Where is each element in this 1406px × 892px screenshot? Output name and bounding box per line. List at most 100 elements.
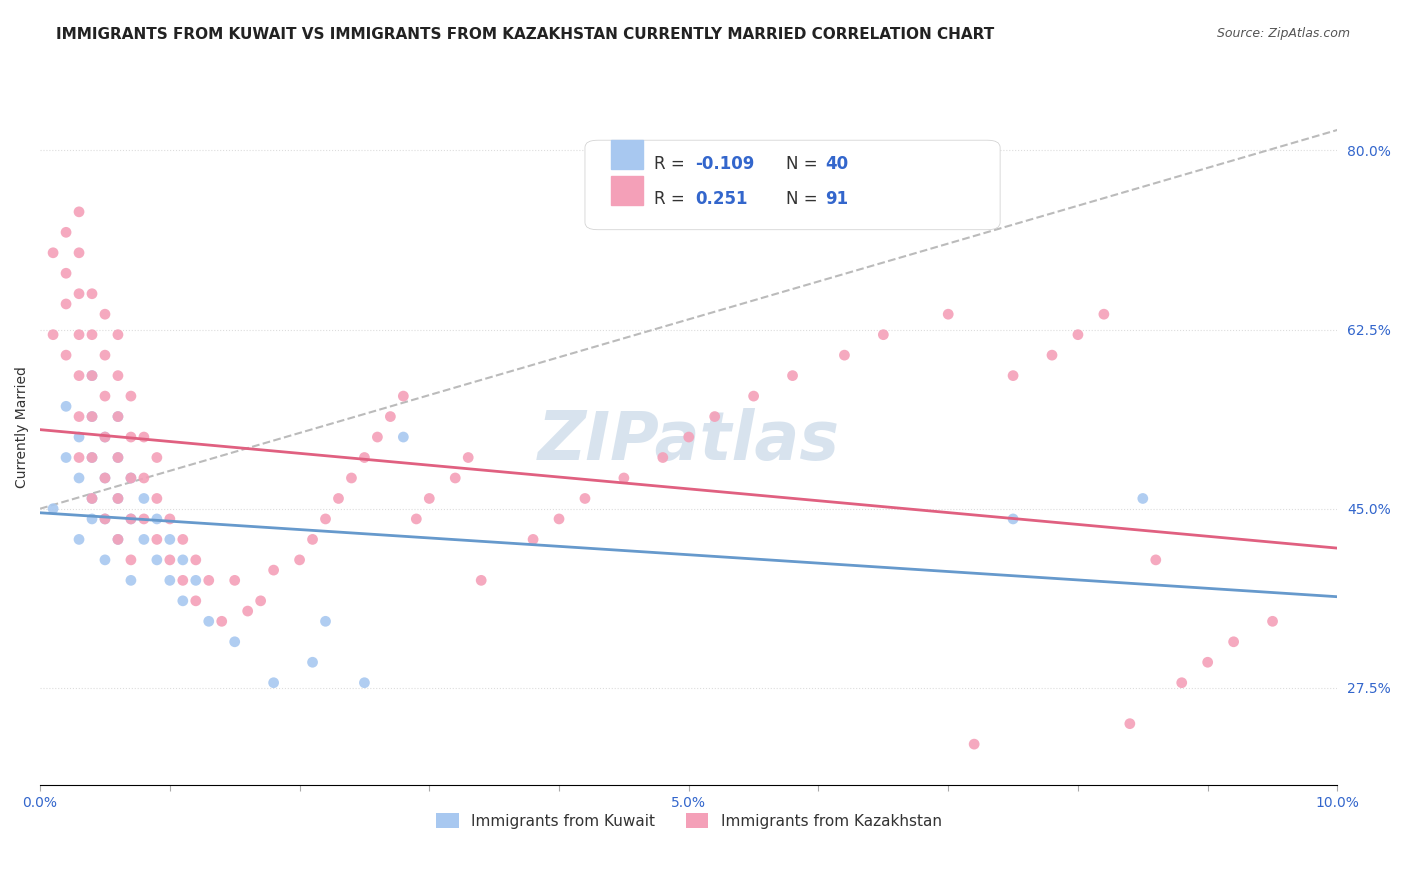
- Point: [120, 471, 142, 485]
- Point: [224, 574, 246, 588]
- Point: [146, 533, 169, 547]
- Point: [405, 512, 427, 526]
- Point: [872, 327, 894, 342]
- Point: [94, 348, 117, 362]
- Point: [120, 512, 142, 526]
- Point: [249, 594, 271, 608]
- Point: [146, 450, 169, 465]
- Point: [94, 430, 117, 444]
- Point: [120, 553, 142, 567]
- Point: [120, 389, 142, 403]
- Text: IMMIGRANTS FROM KUWAIT VS IMMIGRANTS FROM KAZAKHSTAN CURRENTLY MARRIED CORRELATI: IMMIGRANTS FROM KUWAIT VS IMMIGRANTS FRO…: [56, 27, 994, 42]
- Point: [67, 450, 90, 465]
- Point: [107, 409, 129, 424]
- Point: [159, 512, 181, 526]
- Point: [132, 430, 155, 444]
- Point: [107, 327, 129, 342]
- Point: [678, 430, 700, 444]
- Point: [380, 409, 402, 424]
- Point: [366, 430, 388, 444]
- Point: [55, 297, 77, 311]
- Point: [94, 471, 117, 485]
- Point: [197, 615, 219, 629]
- Point: [328, 491, 350, 506]
- Point: [263, 563, 285, 577]
- Y-axis label: Currently Married: Currently Married: [15, 366, 30, 488]
- Legend: Immigrants from Kuwait, Immigrants from Kazakhstan: Immigrants from Kuwait, Immigrants from …: [430, 806, 948, 835]
- Point: [94, 430, 117, 444]
- Point: [67, 327, 90, 342]
- Point: [548, 512, 571, 526]
- Point: [107, 533, 129, 547]
- Point: [340, 471, 363, 485]
- Point: [42, 245, 65, 260]
- Point: [80, 409, 103, 424]
- Point: [55, 400, 77, 414]
- Point: [418, 491, 440, 506]
- Point: [159, 553, 181, 567]
- Point: [315, 615, 337, 629]
- Point: [1197, 655, 1219, 669]
- Point: [834, 348, 856, 362]
- Point: [80, 409, 103, 424]
- Point: [67, 368, 90, 383]
- Point: [1170, 675, 1192, 690]
- Point: [146, 491, 169, 506]
- Point: [94, 553, 117, 567]
- Point: [80, 491, 103, 506]
- Point: [132, 533, 155, 547]
- Point: [574, 491, 596, 506]
- Point: [742, 389, 765, 403]
- Text: 0.251: 0.251: [695, 190, 748, 209]
- Point: [392, 430, 415, 444]
- Point: [107, 409, 129, 424]
- Point: [94, 471, 117, 485]
- Text: N =: N =: [786, 190, 823, 209]
- Text: Source: ZipAtlas.com: Source: ZipAtlas.com: [1216, 27, 1350, 40]
- Point: [224, 634, 246, 648]
- Point: [522, 533, 544, 547]
- Point: [197, 574, 219, 588]
- Point: [107, 533, 129, 547]
- Text: -0.109: -0.109: [695, 154, 755, 172]
- Point: [120, 574, 142, 588]
- Point: [353, 450, 375, 465]
- Point: [94, 512, 117, 526]
- Point: [42, 327, 65, 342]
- Point: [107, 491, 129, 506]
- Text: R =: R =: [654, 154, 690, 172]
- Point: [94, 307, 117, 321]
- Point: [80, 450, 103, 465]
- Point: [67, 430, 90, 444]
- Point: [107, 368, 129, 383]
- Point: [80, 512, 103, 526]
- Point: [80, 450, 103, 465]
- Point: [1222, 634, 1244, 648]
- Point: [146, 512, 169, 526]
- Point: [67, 204, 90, 219]
- Point: [67, 533, 90, 547]
- Point: [392, 389, 415, 403]
- Point: [159, 533, 181, 547]
- Point: [613, 471, 636, 485]
- Point: [80, 327, 103, 342]
- Point: [444, 471, 467, 485]
- Point: [146, 553, 169, 567]
- Point: [94, 389, 117, 403]
- Text: R =: R =: [654, 190, 690, 209]
- Point: [782, 368, 804, 383]
- Point: [184, 574, 207, 588]
- Point: [55, 266, 77, 280]
- Text: 91: 91: [825, 190, 848, 209]
- Point: [172, 533, 194, 547]
- Text: 40: 40: [825, 154, 848, 172]
- Point: [172, 553, 194, 567]
- Point: [55, 450, 77, 465]
- Point: [55, 348, 77, 362]
- Point: [132, 512, 155, 526]
- Point: [67, 471, 90, 485]
- Point: [184, 553, 207, 567]
- Point: [963, 737, 986, 751]
- Point: [236, 604, 259, 618]
- Point: [1132, 491, 1154, 506]
